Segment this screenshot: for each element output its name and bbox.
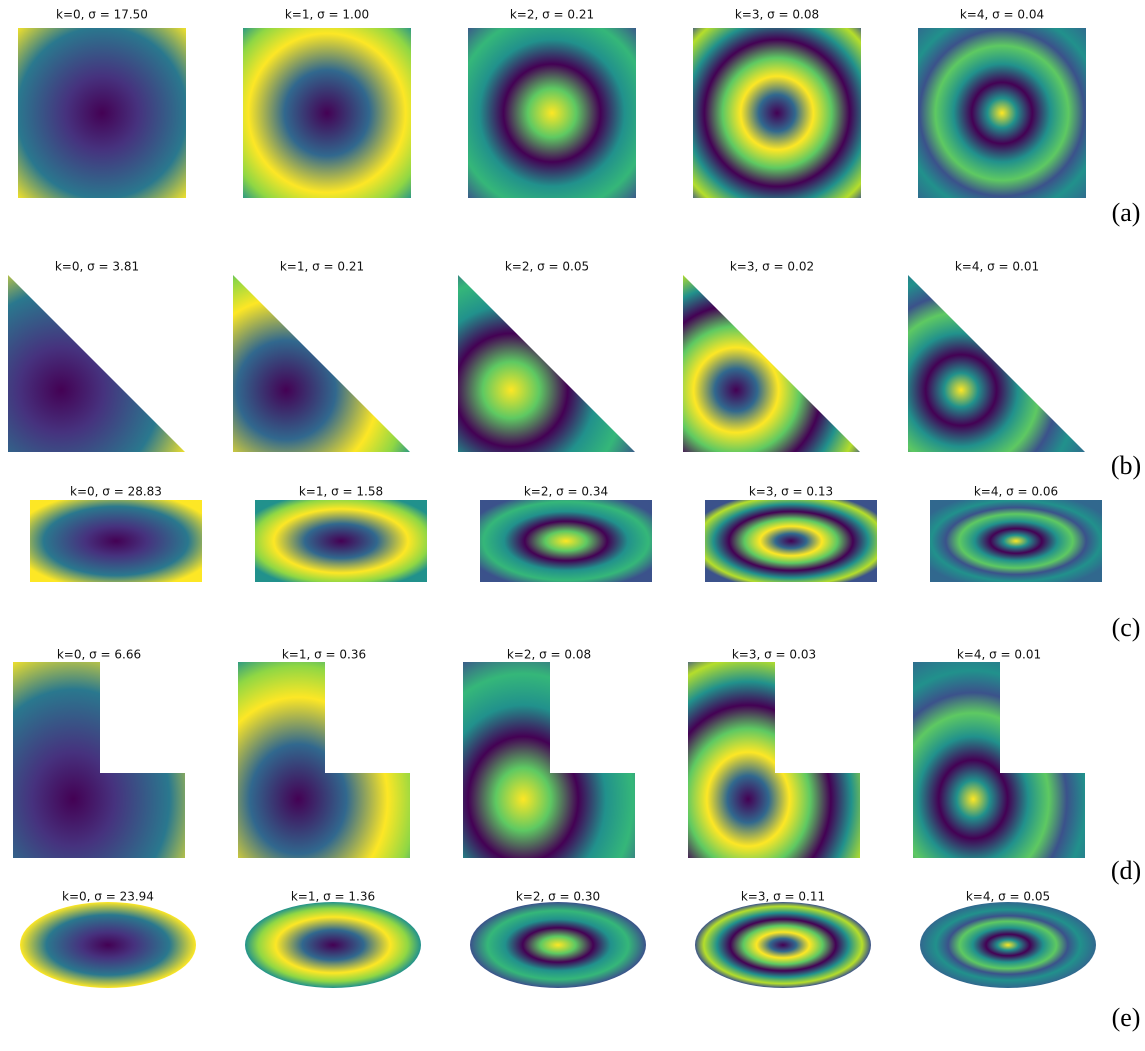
panel: k=2, σ = 0.21: [468, 8, 636, 198]
eigenfunction-plot: [468, 28, 636, 198]
row-label: (d): [1111, 856, 1141, 885]
eigenfunction-plot: [480, 500, 652, 582]
panel-title: k=2, σ = 0.34: [524, 485, 608, 499]
panel-title: k=1, σ = 1.00: [285, 8, 369, 22]
panel-title: k=0, σ = 6.66: [57, 648, 141, 662]
eigenfunction-plot: [30, 500, 202, 582]
panel-title: k=3, σ = 0.13: [749, 485, 833, 499]
panel: k=1, σ = 1.36: [245, 890, 421, 988]
panel: k=2, σ = 0.08: [463, 648, 635, 858]
panel-title: k=1, σ = 1.58: [299, 485, 383, 499]
panel-title: k=3, σ = 0.08: [735, 8, 819, 22]
panel-title: k=4, σ = 0.01: [957, 648, 1041, 662]
row-label: (c): [1112, 613, 1141, 642]
panel-title: k=0, σ = 17.50: [56, 8, 148, 22]
panel: k=3, σ = 0.02: [683, 260, 860, 452]
eigenfunction-plot: [470, 902, 646, 988]
eigenfunction-plot: [243, 28, 411, 198]
panel: k=4, σ = 0.01: [908, 260, 1085, 452]
eigenfunction-plot: [705, 500, 877, 582]
panel-title: k=4, σ = 0.06: [974, 485, 1058, 499]
panel-title: k=0, σ = 28.83: [70, 485, 162, 499]
eigenfunction-plot: [255, 500, 427, 582]
panel: k=2, σ = 0.34: [480, 485, 652, 582]
panel-title: k=4, σ = 0.01: [955, 260, 1039, 274]
eigenfunction-plot: [693, 28, 861, 198]
eigenfunction-plot: [683, 275, 860, 452]
eigenfunction-plot: [920, 902, 1096, 988]
panel-title: k=2, σ = 0.30: [516, 890, 600, 904]
eigenfunction-plot: [13, 662, 185, 858]
panel: k=1, σ = 1.00: [243, 8, 411, 198]
panel-title: k=1, σ = 1.36: [291, 890, 375, 904]
eigenfunction-plot: [918, 28, 1086, 198]
eigenfunction-plot: [18, 28, 186, 198]
panel-title: k=3, σ = 0.03: [732, 648, 816, 662]
panel-title: k=0, σ = 3.81: [55, 260, 139, 274]
panel: k=0, σ = 17.50: [18, 8, 186, 198]
eigenfunction-plot: [908, 275, 1085, 452]
panel: k=4, σ = 0.01: [913, 648, 1085, 858]
panel-title: k=3, σ = 0.02: [730, 260, 814, 274]
row-label: (a): [1112, 198, 1141, 227]
eigenfunction-plot: [458, 275, 635, 452]
panel: k=1, σ = 0.36: [238, 648, 410, 858]
eigenfunction-plot: [233, 275, 410, 452]
panel-title: k=2, σ = 0.08: [507, 648, 591, 662]
eigenfunction-plot: [688, 662, 860, 858]
panel-title: k=3, σ = 0.11: [741, 890, 825, 904]
panel-title: k=2, σ = 0.21: [510, 8, 594, 22]
panel: k=1, σ = 1.58: [255, 485, 427, 582]
panel: k=3, σ = 0.03: [688, 648, 860, 858]
panel: k=0, σ = 6.66: [13, 648, 185, 858]
row-label: (e): [1112, 1003, 1141, 1032]
panel: k=4, σ = 0.04: [918, 8, 1086, 198]
panel: k=4, σ = 0.06: [930, 485, 1102, 582]
panel-title: k=1, σ = 0.36: [282, 648, 366, 662]
eigenfunction-plot: [8, 275, 185, 452]
panel: k=2, σ = 0.05: [458, 260, 635, 452]
eigenfunction-plot: [463, 662, 635, 858]
panel: k=1, σ = 0.21: [233, 260, 410, 452]
panel-title: k=2, σ = 0.05: [505, 260, 589, 274]
row-label: (b): [1111, 451, 1141, 480]
eigenfunction-plot: [20, 902, 196, 988]
panel-title: k=4, σ = 0.04: [960, 8, 1044, 22]
panel: k=0, σ = 28.83: [30, 485, 202, 582]
panel: k=3, σ = 0.08: [693, 8, 861, 198]
eigenfunction-plot: [930, 500, 1102, 582]
panel: k=0, σ = 23.94: [20, 890, 196, 988]
panel: k=4, σ = 0.05: [920, 890, 1096, 988]
panel: k=2, σ = 0.30: [470, 890, 646, 988]
eigenfunction-plot: [913, 662, 1085, 858]
panel: k=3, σ = 0.11: [695, 890, 871, 988]
panel: k=0, σ = 3.81: [8, 260, 185, 452]
eigenfunction-plot: [695, 902, 871, 988]
eigenfunction-plot: [238, 662, 410, 858]
panel-title: k=0, σ = 23.94: [62, 890, 154, 904]
panel-title: k=1, σ = 0.21: [280, 260, 364, 274]
panel-title: k=4, σ = 0.05: [966, 890, 1050, 904]
panel: k=3, σ = 0.13: [705, 485, 877, 582]
eigenfunction-plot: [245, 902, 421, 988]
